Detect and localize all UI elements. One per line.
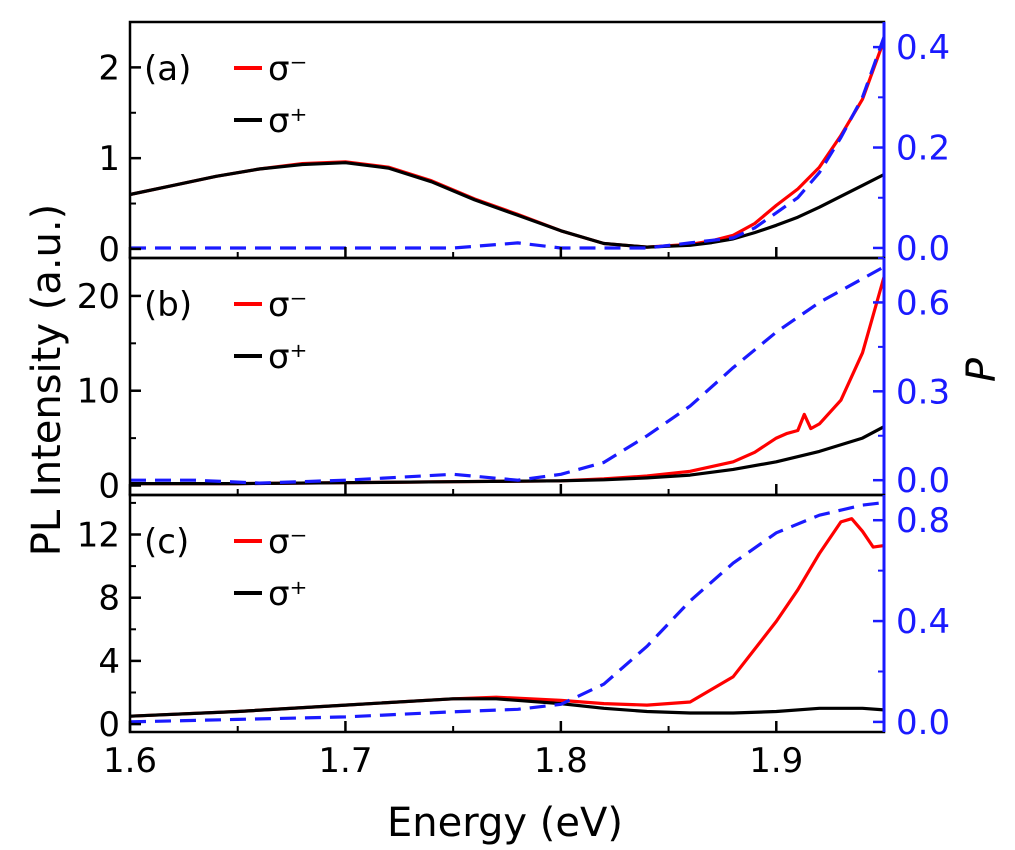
left-tick-label: 0 [98, 230, 120, 270]
right-tick-label: 0.8 [896, 501, 950, 541]
left-tick-label: 10 [77, 372, 120, 412]
right-tick-label: 0.6 [896, 283, 950, 323]
right-tick-label: 0.2 [896, 129, 950, 169]
left-tick-label: 8 [98, 579, 120, 619]
panel-a: 0 1 2 0.0 0.2 0.4 (a) σ⁻ σ⁺ [98, 20, 950, 270]
right-tick-label: 0.0 [896, 461, 950, 501]
series-sigma-plus-line [129, 697, 885, 718]
x-tick-label: 1.6 [103, 741, 157, 781]
left-tick-label: 1 [98, 139, 120, 179]
series-sigma-minus-line [129, 39, 886, 249]
left-axis-title: PL Intensity (a.u.) [24, 204, 70, 556]
left-tick-label: 20 [77, 277, 120, 317]
left-tick-label: 12 [77, 516, 120, 556]
series-sigma-plus-line [129, 161, 885, 249]
x-tick-label: 1.7 [318, 741, 372, 781]
right-tick-label: 0.3 [896, 372, 950, 412]
right-tick-label: 0.0 [896, 229, 950, 269]
series-polarization-line [130, 36, 886, 250]
right-tick-label: 0.4 [896, 28, 950, 68]
legend-label: σ⁻ [268, 285, 308, 325]
right-axis-title: P [959, 357, 1005, 382]
left-tick-label: 0 [98, 705, 120, 745]
legend-label: σ⁺ [268, 574, 308, 614]
right-tick-label: 0.4 [896, 602, 950, 642]
left-tick-label: 2 [98, 48, 120, 88]
legend-label: σ⁺ [268, 101, 308, 141]
panel-c: 0 4 8 12 0.0 0.4 0.8 1.6 1.7 1.8 1.9 (c) σ⁻ σ⁺ [77, 493, 950, 781]
x-axis-title: Energy (eV) [387, 800, 623, 846]
panel-frame [128, 20, 886, 260]
series-polarization-line [130, 265, 885, 485]
panel-frame [128, 256, 886, 497]
left-tick-label: 0 [98, 467, 120, 507]
legend-label: σ⁺ [268, 337, 308, 377]
panel-b: 0 10 20 0.0 0.3 0.6 (b) σ⁻ σ⁺ [77, 256, 950, 507]
x-tick-label: 1.9 [749, 741, 803, 781]
left-tick-label: 4 [98, 642, 120, 682]
series-sigma-minus-line [130, 276, 886, 486]
panel-label: (b) [144, 285, 192, 325]
right-tick-label: 0.0 [896, 703, 950, 743]
legend-label: σ⁻ [268, 522, 308, 562]
panel-label: (a) [144, 49, 191, 89]
series-polarization-line [129, 501, 885, 724]
legend-label: σ⁻ [268, 49, 308, 89]
series-sigma-plus-line [130, 425, 885, 486]
series-sigma-minus-line [129, 517, 885, 718]
panel-label: (c) [144, 522, 189, 562]
x-tick-label: 1.8 [534, 741, 588, 781]
